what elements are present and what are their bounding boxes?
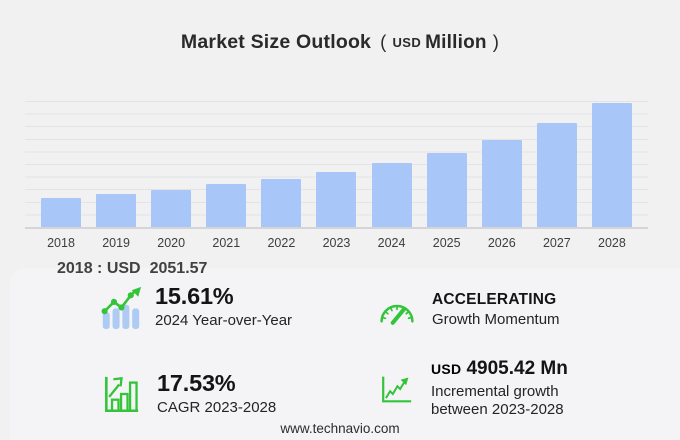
chart-callout-2018: 2018 : USD 2051.57 xyxy=(57,260,207,278)
paren-close: ) xyxy=(492,31,500,52)
stat-card-cagr: 17.53% CAGR 2023-2028 xyxy=(100,370,277,417)
bar-2024 xyxy=(371,163,412,227)
x-axis-label-2025: 2025 xyxy=(432,236,461,250)
bar-2022 xyxy=(261,178,302,227)
callout-label: 2018 : USD xyxy=(57,260,141,277)
bar-series xyxy=(25,101,648,227)
bar-2028 xyxy=(591,103,632,227)
bar-2018 xyxy=(41,198,81,227)
bar-line-growth-icon xyxy=(98,286,142,329)
incremental-label-line2: between 2023-2028 xyxy=(431,400,564,418)
x-axis-label-2022: 2022 xyxy=(267,236,296,250)
x-axis-label-2026: 2026 xyxy=(487,236,516,250)
x-axis-label-2019: 2019 xyxy=(102,236,130,250)
momentum-label: Growth Momentum xyxy=(432,311,560,329)
bar-chart-plot xyxy=(25,101,648,229)
incremental-value-row: USD 4905.42 Mn xyxy=(431,358,568,380)
yoy-label: 2024 Year-over-Year xyxy=(155,312,293,330)
x-axis-label-2027: 2027 xyxy=(542,236,571,250)
bar-2019 xyxy=(96,194,137,227)
x-axis-label-2020: 2020 xyxy=(157,236,186,250)
bar-2027 xyxy=(536,123,577,227)
stat-card-incremental: USD 4905.42 Mn Incremental growth between… xyxy=(374,358,568,418)
bar-2026 xyxy=(481,139,522,227)
stat-incremental-text: USD 4905.42 Mn Incremental growth between… xyxy=(431,358,568,418)
footer-link[interactable]: www.technavio.com xyxy=(280,421,400,436)
bar-chart-arrow-icon xyxy=(100,374,144,414)
x-axis-label-2024: 2024 xyxy=(377,236,406,250)
bar-2023 xyxy=(316,171,357,227)
stat-yoy-text: 15.61% 2024 Year-over-Year xyxy=(155,283,293,330)
x-axis-label-2018: 2018 xyxy=(47,236,75,250)
bar-2021 xyxy=(206,184,247,227)
cagr-value: 17.53% xyxy=(157,370,236,396)
unit-currency: USD xyxy=(392,34,422,50)
stat-card-momentum: ACCELERATING Growth Momentum xyxy=(375,291,560,329)
cagr-label: CAGR 2023-2028 xyxy=(157,399,277,417)
yoy-value: 15.61% xyxy=(155,283,234,309)
stat-cagr-text: 17.53% CAGR 2023-2028 xyxy=(157,370,277,417)
x-axis-labels: 2018 2019 2020 2021 2022 2023 2024 2025 2026 2027… xyxy=(25,236,648,250)
bar-2020 xyxy=(151,189,192,227)
momentum-value: ACCELERATING xyxy=(432,291,557,308)
incremental-value: 4905.42 Mn xyxy=(466,358,568,379)
incremental-label-line1: Incremental growth xyxy=(431,382,559,400)
page-title-unit: ( USD Million) xyxy=(380,31,500,53)
speedometer-icon xyxy=(375,295,419,325)
incremental-currency: USD xyxy=(431,361,462,377)
x-axis-label-2028: 2028 xyxy=(598,236,626,250)
bar-2025 xyxy=(426,152,467,227)
stat-momentum-text: ACCELERATING Growth Momentum xyxy=(432,291,560,329)
unit-label: Million xyxy=(425,32,487,53)
paren-open: ( xyxy=(380,31,387,52)
trend-line-arrow-icon xyxy=(374,372,418,405)
page-title-main: Market Size Outlook xyxy=(180,31,372,53)
x-axis-label-2021: 2021 xyxy=(212,236,241,250)
callout-value: 2051.57 xyxy=(149,260,208,277)
stat-card-yoy: 15.61% 2024 Year-over-Year xyxy=(98,283,293,330)
footer: www.technavio.com xyxy=(0,421,680,436)
page-title: Market Size Outlook ( USD Million) xyxy=(0,31,680,54)
x-axis-label-2023: 2023 xyxy=(322,236,351,250)
